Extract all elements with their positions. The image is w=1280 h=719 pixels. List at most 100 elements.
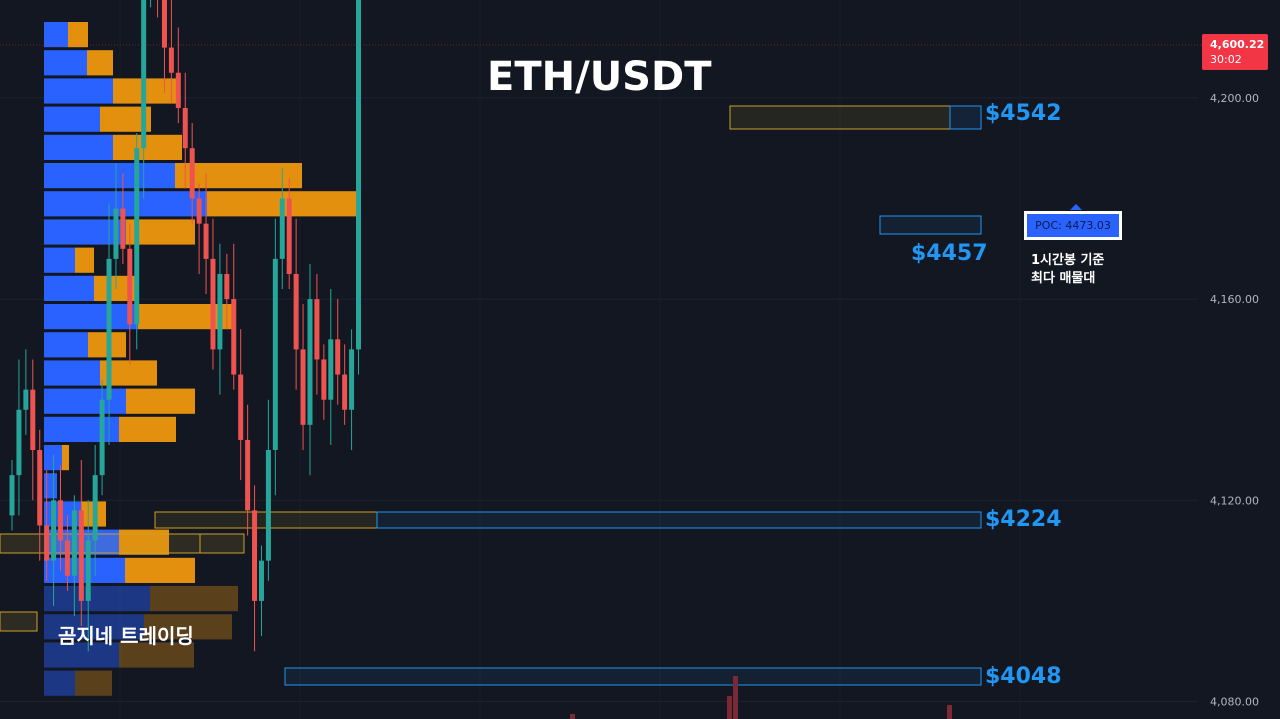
candle-body <box>16 409 22 476</box>
candle-body <box>307 299 313 425</box>
candle-body <box>203 223 209 259</box>
y-axis-tick-label: 4,160.00 <box>1210 293 1259 306</box>
candle-body <box>30 389 36 450</box>
price-zone-box <box>729 105 951 130</box>
candle-body <box>279 198 285 259</box>
price-zone-box <box>284 667 982 686</box>
y-axis-tick-label: 4,200.00 <box>1210 92 1259 105</box>
volume-profile-buy-bar <box>44 22 68 48</box>
volume-profile-buy-bar <box>44 219 126 245</box>
price-zone-box <box>199 533 245 554</box>
candle-countdown: 30:02 <box>1210 53 1242 66</box>
candle-body <box>127 248 133 325</box>
volume-profile-sell-bar <box>87 50 113 76</box>
poc-pointer <box>1070 204 1082 210</box>
candle-body <box>161 0 167 48</box>
price-zone-box <box>879 215 982 235</box>
candle-body <box>245 439 251 511</box>
volume-profile-sell-bar <box>62 445 69 471</box>
volume-profile-buy-bar <box>44 275 94 301</box>
volume-bar <box>733 676 738 719</box>
volume-profile-buy-bar <box>44 163 175 189</box>
volume-profile-buy-bar <box>44 106 100 132</box>
volume-profile-buy-bar <box>44 388 126 414</box>
price-zone-box <box>0 533 201 554</box>
poc-note-line1: 1시간봉 기준 <box>1031 253 1105 268</box>
candle-body <box>300 349 306 425</box>
candle-body <box>182 107 188 149</box>
volume-profile-buy-bar <box>44 445 62 471</box>
volume-profile-sell-bar <box>126 388 195 414</box>
volume-bar <box>727 696 732 719</box>
candle-body <box>106 258 112 400</box>
candle-body <box>272 258 278 450</box>
candle-body <box>23 389 29 410</box>
candle-body <box>113 208 119 259</box>
candle-body <box>258 560 264 601</box>
candle-body <box>210 258 216 350</box>
zone-label-4457: $4457 <box>911 241 988 266</box>
candle-body <box>342 374 348 410</box>
volume-bar <box>570 714 575 719</box>
zone-label-4048: $4048 <box>985 664 1062 689</box>
volume-profile-sell-bar <box>75 247 94 273</box>
candle-body <box>328 339 334 400</box>
zone-label-4224: $4224 <box>985 507 1062 532</box>
watermark-text: 곰지네 트레이딩 <box>58 624 194 648</box>
volume-profile-sell-bar <box>119 416 176 442</box>
candle-body <box>356 0 361 350</box>
volume-profile-sell-bar <box>68 22 88 48</box>
volume-profile-sell-bar <box>113 134 182 160</box>
price-zone-box <box>949 105 982 130</box>
candle-body <box>92 475 98 541</box>
volume-profile-sell-bar <box>150 586 238 612</box>
volume-profile-sell-bar <box>75 670 112 696</box>
y-axis-tick-label: 4,080.00 <box>1210 696 1259 709</box>
candle-body <box>78 510 84 601</box>
candle-body <box>175 72 181 108</box>
volume-profile-buy-bar <box>44 332 88 358</box>
volume-profile-buy-bar <box>44 557 125 583</box>
volume-profile-buy-bar <box>44 191 207 217</box>
candle-body <box>238 374 244 440</box>
candle-body <box>196 198 202 224</box>
candle-body <box>265 450 271 561</box>
candle-body <box>231 299 237 375</box>
candle-body <box>71 510 77 576</box>
current-price-badge: 4,600.22 30:02 <box>1202 34 1268 70</box>
candle-body <box>58 500 64 541</box>
volume-profile-sell-bar <box>125 557 195 583</box>
volume-bar <box>947 705 952 719</box>
candle-body <box>64 540 70 576</box>
volume-profile-sell-bar <box>138 304 233 330</box>
price-zone-box <box>0 611 38 632</box>
volume-profile-sell-bar <box>175 163 302 189</box>
candle-body <box>189 148 195 199</box>
candle-body <box>37 450 43 526</box>
candle-body <box>134 148 140 325</box>
candle-body <box>314 299 320 360</box>
volume-profile-buy-bar <box>44 78 113 104</box>
zone-label-4542: $4542 <box>985 101 1062 126</box>
candle-body <box>9 475 15 516</box>
y-axis-tick-label: 4,120.00 <box>1210 494 1259 507</box>
candle-body <box>99 399 105 476</box>
candle-body <box>349 349 355 410</box>
candle-body <box>335 339 341 375</box>
volume-profile-buy-bar <box>44 614 144 640</box>
poc-note-line2: 최다 매물대 <box>1031 271 1096 286</box>
candle-body <box>286 198 292 274</box>
volume-profile-buy-bar <box>44 670 75 696</box>
poc-note: 1시간봉 기준 최다 매물대 <box>1031 252 1104 288</box>
volume-profile-sell-bar <box>119 642 194 668</box>
candle-body <box>252 510 258 601</box>
volume-profile-buy-bar <box>44 247 75 273</box>
candle-body <box>293 273 299 350</box>
chart-title: ETH/USDT <box>487 54 712 100</box>
volume-profile-sell-bar <box>144 614 232 640</box>
candle-body <box>85 540 91 601</box>
volume-profile-buy-bar <box>44 360 100 386</box>
poc-label-box: POC: 4473.03 <box>1024 211 1122 240</box>
candle-body <box>217 273 223 350</box>
